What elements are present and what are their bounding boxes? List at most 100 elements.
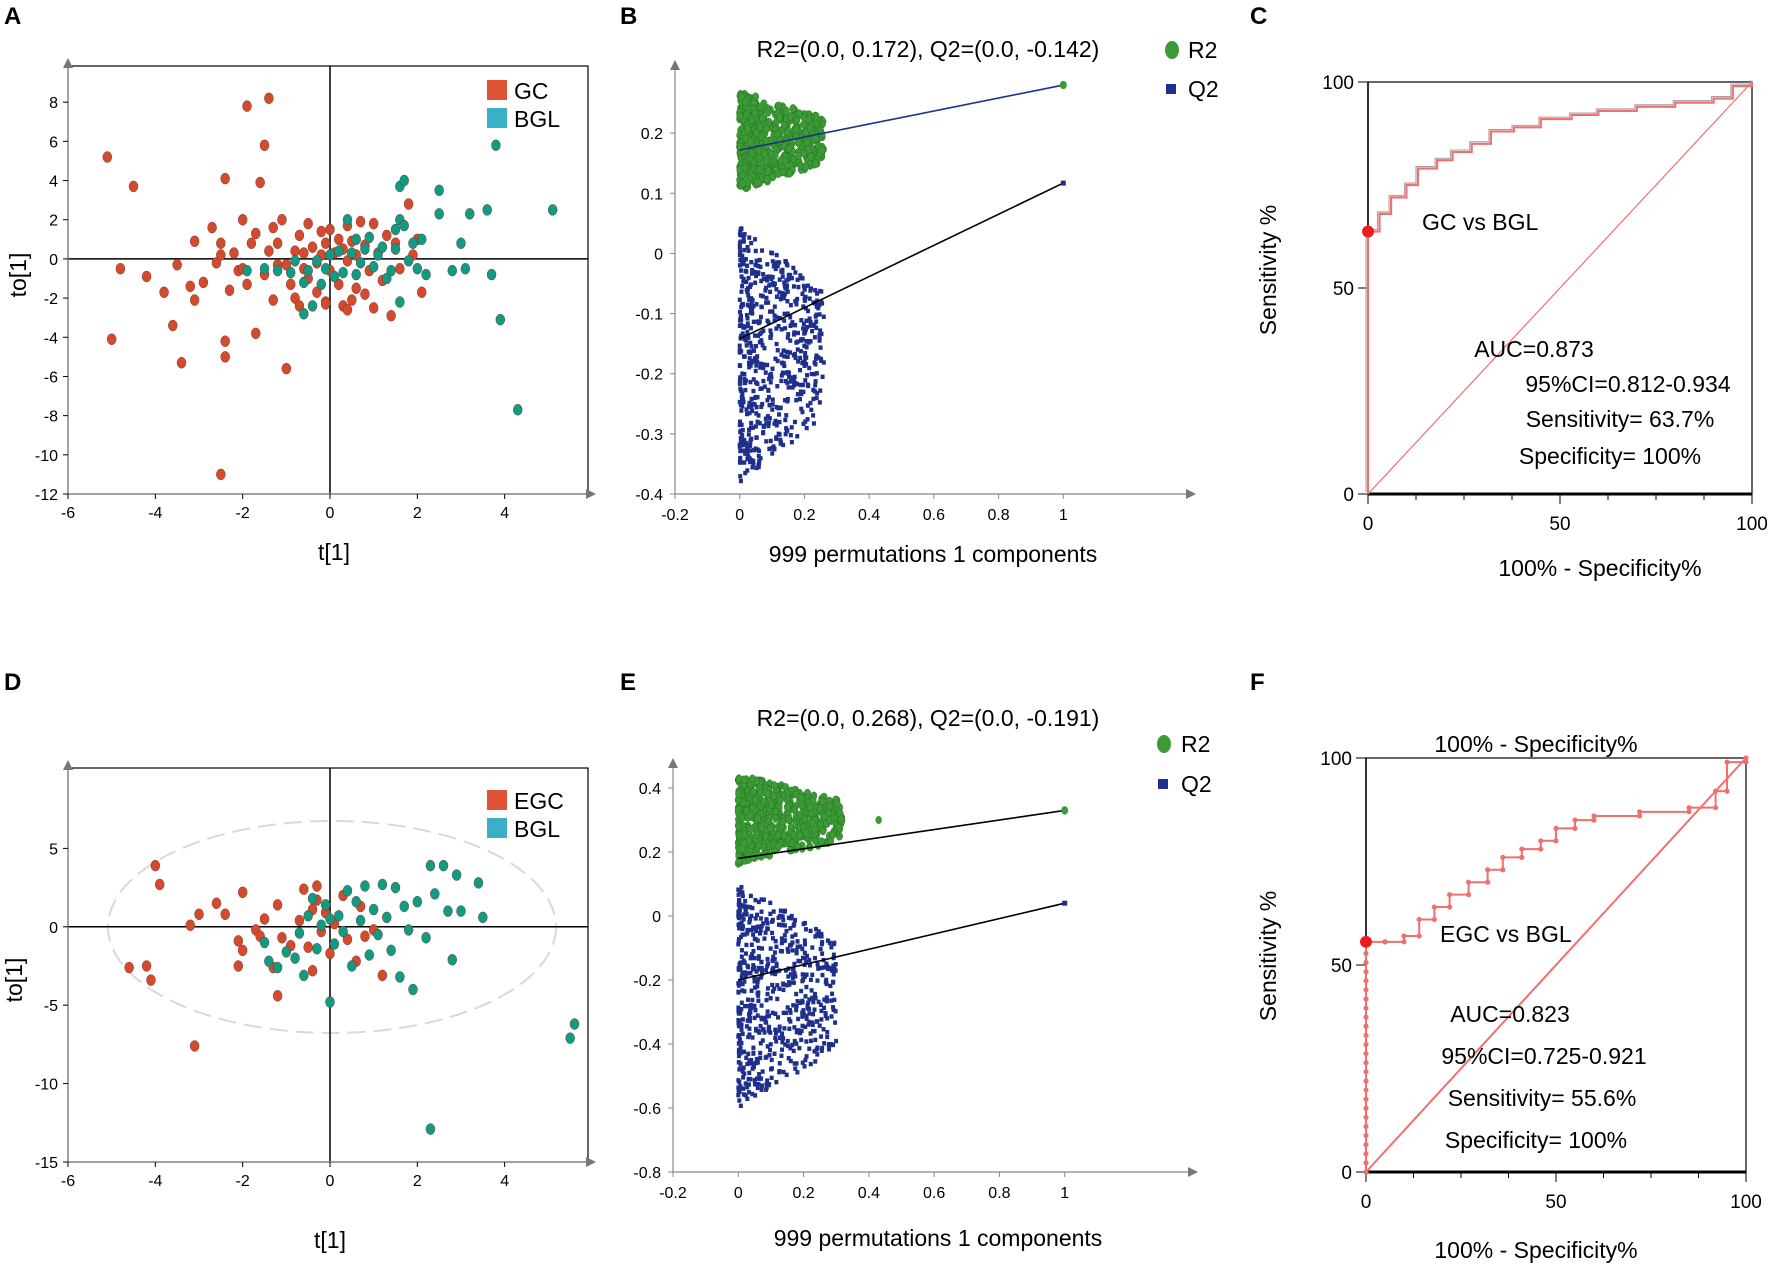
q2-permutation-point: [803, 419, 808, 424]
r2-permutation-point: [758, 132, 765, 141]
q2-permutation-point: [751, 1045, 756, 1050]
q2-permutation-point: [759, 975, 764, 980]
x-tick-label: -2: [236, 1173, 250, 1190]
q2-permutation-point: [795, 381, 800, 387]
reference-diagonal: [1365, 757, 1747, 1173]
q2-permutation-point: [803, 354, 808, 359]
q2-permutation-point: [755, 394, 760, 400]
q2-permutation-point: [746, 248, 751, 253]
y-tick-label: 0: [654, 246, 663, 263]
chart-title: R2=(0.0, 0.268), Q2=(0.0, -0.191): [757, 705, 1100, 731]
q2-permutation-point: [801, 421, 806, 426]
q2-permutation-point: [756, 954, 761, 959]
q2-permutation-point: [813, 383, 818, 388]
q2-permutation-point: [785, 349, 790, 355]
r2-permutation-point: [798, 801, 805, 810]
r2-permutation-point: [805, 115, 813, 124]
q2-permutation-point: [802, 331, 807, 336]
q2-permutation-point: [786, 1056, 791, 1061]
q2-permutation-point: [754, 405, 759, 410]
roc-point: [1572, 817, 1578, 823]
q2-permutation-point: [745, 1061, 750, 1067]
data-point-bgl: [390, 881, 401, 894]
roc-point: [1363, 1050, 1369, 1057]
q2-permutation-point: [761, 365, 766, 371]
q2-permutation-point: [750, 1091, 755, 1097]
x-tick-label: 2: [413, 1173, 422, 1190]
q2-permutation-point: [804, 1013, 809, 1019]
q2-permutation-point: [820, 951, 825, 956]
q2-permutation-point: [805, 1003, 810, 1009]
q2-permutation-point: [774, 326, 779, 331]
q2-permutation-point: [812, 371, 817, 377]
q2-permutation-point: [738, 1103, 743, 1109]
data-point-bgl: [408, 237, 418, 249]
q2-permutation-point: [786, 915, 791, 920]
q2-permutation-point: [818, 328, 823, 333]
q2-permutation-point: [753, 925, 758, 931]
data-point-bgl: [360, 243, 370, 255]
q2-permutation-point: [758, 1050, 763, 1056]
q2-permutation-point: [794, 1041, 799, 1046]
r2-permutation-point: [793, 115, 801, 125]
q2-permutation-point: [826, 1043, 831, 1048]
q2-permutation-point: [805, 373, 810, 378]
data-point-gc: [246, 237, 257, 249]
q2-permutation-point: [745, 316, 750, 321]
x-tick-label: -6: [61, 505, 75, 522]
data-point-bgl: [351, 233, 361, 246]
q2-permutation-point: [832, 940, 837, 946]
q2-permutation-point: [817, 336, 822, 341]
q2-permutation-point: [756, 1081, 761, 1087]
data-point-egc: [303, 941, 313, 953]
auc-text: AUC=0.873: [1474, 336, 1594, 362]
data-point-bgl: [434, 208, 444, 220]
q2-permutation-point: [816, 929, 821, 934]
r2-permutation-point: [749, 774, 756, 783]
q2-permutation-point: [813, 995, 818, 1001]
r2-permutation-point: [775, 101, 782, 110]
q2-permutation-point: [800, 382, 805, 388]
q2-permutation-point: [764, 278, 769, 283]
q2-permutation-point: [760, 946, 765, 951]
q2-permutation-point: [791, 265, 796, 271]
r2-original-point: [1061, 806, 1069, 815]
data-point-gc: [268, 294, 278, 306]
r2-permutation-point: [750, 787, 758, 797]
q2-permutation-point: [831, 972, 836, 977]
data-point-gc: [286, 278, 296, 291]
q2-permutation-point: [801, 359, 806, 365]
y-tick-label: 100: [1322, 73, 1354, 94]
q2-permutation-point: [742, 979, 747, 984]
data-point-bgl: [412, 896, 423, 908]
q2-permutation-point: [770, 982, 775, 988]
q2-permutation-point: [781, 442, 786, 448]
q2-permutation-point: [813, 955, 818, 961]
q2-permutation-point: [780, 291, 785, 296]
q2-permutation-point: [772, 1051, 777, 1056]
q2-permutation-point: [828, 965, 833, 971]
panel-letter-a: A: [4, 3, 21, 30]
data-point-gc: [368, 217, 379, 230]
q2-permutation-point: [749, 927, 754, 933]
roc-point: [1363, 950, 1369, 957]
data-point-egc: [141, 960, 152, 972]
q2-permutation-point: [783, 968, 788, 973]
q2-permutation-point: [762, 1030, 767, 1035]
r2-permutation-point: [754, 814, 762, 823]
q2-permutation-point: [784, 928, 789, 934]
q2-permutation-point: [818, 388, 823, 393]
r2-permutation-point: [760, 149, 768, 158]
legend-marker-q2: [1158, 779, 1168, 789]
y-axis-title: to[1]: [5, 253, 31, 298]
data-point-bgl: [417, 233, 427, 246]
q2-permutation-point: [754, 928, 759, 934]
data-point-egc: [277, 932, 287, 944]
data-point-egc: [325, 947, 335, 960]
q2-permutation-point: [785, 335, 790, 340]
data-point-gc: [360, 288, 370, 300]
data-point-bgl: [360, 880, 370, 892]
panel-a-scatter: A -6 -4 -2 0 2 4 -12 -10 -8 -6 -4 -2 0 2 4 6 8 GC BGL t[…: [4, 3, 596, 565]
q2-permutation-point: [803, 994, 808, 999]
q2-permutation-point: [790, 1042, 795, 1048]
